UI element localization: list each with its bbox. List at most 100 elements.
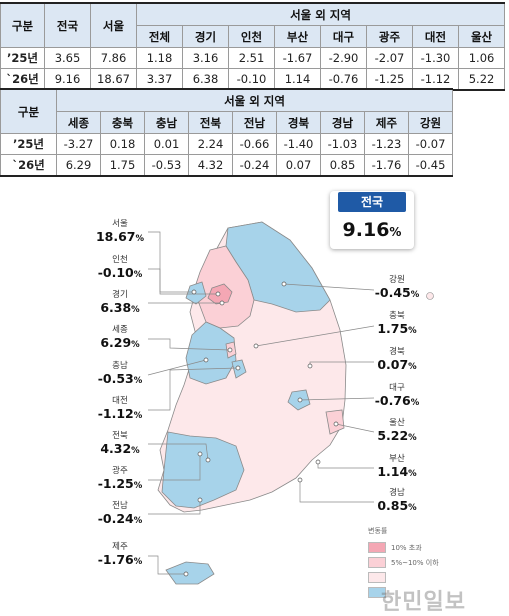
table-cell: -2.90 xyxy=(320,47,367,69)
table-cell: -1.30 xyxy=(412,47,459,69)
region-name: 부산 xyxy=(389,454,405,464)
unit: % xyxy=(133,515,143,526)
table-cell: -0.66 xyxy=(232,133,277,155)
legend-item xyxy=(368,570,468,585)
region-name: 충북 xyxy=(389,311,405,321)
region-value: -0.45 xyxy=(374,284,411,300)
callout-jeju: 제주 -1.76% xyxy=(92,542,148,568)
publisher-watermark: 한민일보 xyxy=(381,590,466,615)
legend-swatch xyxy=(368,572,386,583)
island-ulleung xyxy=(426,292,434,300)
region-name: 경기 xyxy=(112,290,128,300)
region-value: -0.24 xyxy=(97,510,134,526)
table-cell: 6.29 xyxy=(56,154,101,177)
subheader: 전북 xyxy=(188,111,233,134)
header-group: 구분 xyxy=(0,2,45,48)
header-national: 전국 xyxy=(44,2,91,48)
region-name: 강원 xyxy=(389,275,405,285)
unit: % xyxy=(133,410,143,421)
region-value: 6.29 xyxy=(100,334,132,350)
table-cell: -1.67 xyxy=(274,47,321,69)
table-row: `26년 9.16 18.67 3.37 6.38 -0.10 1.14 -0.… xyxy=(0,68,506,91)
legend-swatch xyxy=(368,557,386,568)
unit: % xyxy=(408,468,417,479)
region-value: -1.76 xyxy=(97,551,134,567)
unit: % xyxy=(131,304,140,315)
region-name: 대전 xyxy=(112,396,128,406)
callout-gangwon: 강원 -0.45% xyxy=(374,275,420,301)
subheader: 경남 xyxy=(320,111,365,134)
table-row: ’25년 -3.27 0.18 0.01 2.24 -0.66 -1.40 -1… xyxy=(0,133,454,155)
table-cell: -0.10 xyxy=(228,68,275,91)
row-label: ’25년 xyxy=(0,133,57,155)
callout-gyeongnam: 경남 0.85% xyxy=(374,488,420,514)
subheader: 경기 xyxy=(182,25,229,48)
legend-title: 변동률 xyxy=(368,527,388,535)
region-name: 전남 xyxy=(112,501,128,511)
region-name: 전북 xyxy=(112,431,128,441)
subheader: 충남 xyxy=(144,111,189,134)
leader-lines xyxy=(147,231,375,575)
price-change-table-1: 구분 전국 서울 서울 외 지역 전체 경기 인천 부산 대구 광주 대전 울산… xyxy=(0,2,506,91)
region-name: 제주 xyxy=(112,542,128,552)
table-cell: -0.53 xyxy=(144,154,189,177)
table-cell: -1.12 xyxy=(412,68,459,91)
header-outside-seoul: 서울 외 지역 xyxy=(55,88,454,112)
region-name: 대구 xyxy=(389,383,405,393)
header-seoul: 서울 xyxy=(90,2,137,48)
subheader: 제주 xyxy=(364,111,409,134)
unit: % xyxy=(410,397,420,408)
subheader: 전체 xyxy=(136,25,183,48)
callout-daegu: 대구 -0.76% xyxy=(374,383,420,409)
region-name: 서울 xyxy=(112,219,128,229)
region-value: 0.85 xyxy=(377,497,409,513)
table-row: ’25년 3.65 7.86 1.18 3.16 2.51 -1.67 -2.9… xyxy=(0,47,506,69)
legend-label: 10% 초과 xyxy=(391,543,422,552)
table-cell: -1.03 xyxy=(320,133,365,155)
region-value: -0.76 xyxy=(374,392,411,408)
map-legend: 변동률 10% 초과 5%~10% 이하 xyxy=(368,526,468,600)
region-name: 경남 xyxy=(389,488,405,498)
subheader: 대전 xyxy=(412,25,459,48)
unit: % xyxy=(408,361,417,372)
callout-chungbuk: 충북 1.75% xyxy=(374,311,420,337)
region-name: 광주 xyxy=(112,466,128,476)
table-cell: 0.85 xyxy=(320,154,365,177)
callout-jeonnam: 전남 -0.24% xyxy=(92,501,148,527)
subheader: 부산 xyxy=(274,25,321,48)
table-cell: -1.23 xyxy=(364,133,409,155)
row-label: ’25년 xyxy=(0,47,45,69)
callout-seoul: 서울 18.67% xyxy=(92,219,148,245)
unit: % xyxy=(131,445,140,456)
unit: % xyxy=(131,339,140,350)
table-cell: 1.14 xyxy=(274,68,321,91)
header-group: 구분 xyxy=(0,88,57,134)
subheader: 인천 xyxy=(228,25,275,48)
legend-label: 5%~10% 이하 xyxy=(391,558,439,567)
table-row: `26년 6.29 1.75 -0.53 4.32 -0.24 0.07 0.8… xyxy=(0,154,454,177)
row-label: `26년 xyxy=(0,154,57,177)
region-value: 5.22 xyxy=(377,427,409,443)
subheader: 세종 xyxy=(56,111,101,134)
callout-ulsan: 울산 5.22% xyxy=(374,418,420,444)
table-cell: 1.75 xyxy=(100,154,145,177)
callout-gyeonggi: 경기 6.38% xyxy=(92,290,148,316)
legend-item: 10% 초과 xyxy=(368,540,468,555)
unit: % xyxy=(408,502,417,513)
header-outside-seoul: 서울 외 지역 xyxy=(135,2,506,26)
subheader: 울산 xyxy=(457,25,506,48)
callout-busan: 부산 1.14% xyxy=(374,454,420,480)
unit: % xyxy=(410,289,420,300)
table-cell: -1.40 xyxy=(276,133,321,155)
region-name: 경북 xyxy=(389,347,405,357)
table-cell: 0.01 xyxy=(144,133,189,155)
region-value: 1.14 xyxy=(377,463,409,479)
table-cell: 18.67 xyxy=(90,68,137,91)
subheader: 경북 xyxy=(276,111,321,134)
region-value: -0.53 xyxy=(97,370,134,386)
table-cell: -0.76 xyxy=(320,68,367,91)
region-value: 4.32 xyxy=(100,440,132,456)
table-cell: 9.16 xyxy=(44,68,91,91)
subheader: 대구 xyxy=(320,25,367,48)
price-change-table-2: 구분 서울 외 지역 세종 충북 충남 전북 전남 경북 경남 제주 강원 ’2… xyxy=(0,88,454,177)
